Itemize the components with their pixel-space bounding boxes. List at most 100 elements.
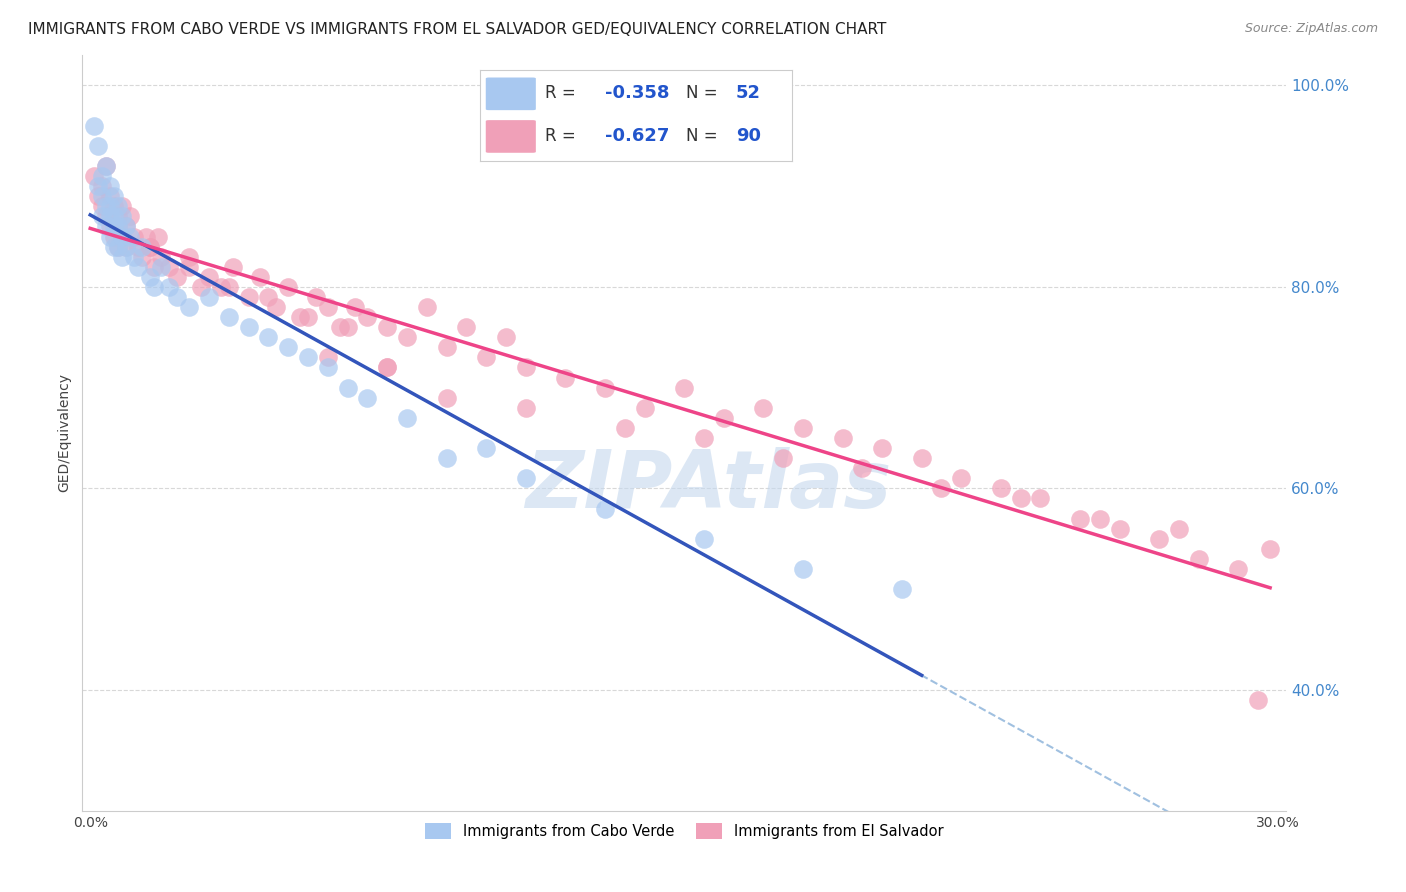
Point: [456, 320, 478, 334]
Point: [122, 229, 145, 244]
Point: [166, 290, 188, 304]
Text: ZIPAtlas: ZIPAtlas: [524, 447, 891, 524]
Point: [693, 532, 716, 546]
Point: [613, 421, 636, 435]
Point: [103, 199, 125, 213]
Point: [190, 280, 212, 294]
Point: [98, 199, 121, 213]
Point: [179, 260, 201, 274]
Point: [554, 370, 576, 384]
Point: [1258, 541, 1281, 556]
Point: [1247, 693, 1270, 707]
Point: [103, 219, 125, 234]
Point: [138, 269, 160, 284]
Point: [115, 239, 138, 253]
Point: [218, 310, 240, 325]
Point: [91, 179, 114, 194]
Point: [87, 138, 110, 153]
Point: [329, 320, 352, 334]
Point: [103, 239, 125, 253]
Point: [257, 290, 280, 304]
Point: [515, 360, 537, 375]
Point: [107, 239, 129, 253]
Point: [115, 219, 138, 234]
Point: [98, 179, 121, 194]
Point: [94, 219, 117, 234]
Point: [395, 410, 418, 425]
Point: [103, 229, 125, 244]
Point: [107, 219, 129, 234]
Point: [1168, 522, 1191, 536]
Point: [416, 300, 439, 314]
Point: [179, 300, 201, 314]
Point: [135, 229, 157, 244]
Point: [111, 199, 134, 213]
Point: [179, 250, 201, 264]
Point: [257, 330, 280, 344]
Point: [238, 320, 260, 334]
Point: [870, 441, 893, 455]
Point: [356, 310, 378, 325]
Point: [107, 239, 129, 253]
Point: [831, 431, 853, 445]
Point: [1010, 491, 1032, 506]
Point: [94, 210, 117, 224]
Point: [166, 269, 188, 284]
Point: [316, 300, 339, 314]
Point: [98, 219, 121, 234]
Point: [115, 219, 138, 234]
Point: [288, 310, 311, 325]
Point: [375, 320, 398, 334]
Point: [475, 441, 498, 455]
Point: [98, 229, 121, 244]
Point: [138, 239, 160, 253]
Point: [344, 300, 367, 314]
Point: [142, 280, 165, 294]
Point: [495, 330, 517, 344]
Text: IMMIGRANTS FROM CABO VERDE VS IMMIGRANTS FROM EL SALVADOR GED/EQUIVALENCY CORREL: IMMIGRANTS FROM CABO VERDE VS IMMIGRANTS…: [28, 22, 887, 37]
Point: [98, 210, 121, 224]
Point: [911, 451, 934, 466]
Legend: Immigrants from Cabo Verde, Immigrants from El Salvador: Immigrants from Cabo Verde, Immigrants f…: [419, 818, 949, 845]
Point: [198, 290, 221, 304]
Point: [1108, 522, 1130, 536]
Point: [336, 381, 359, 395]
Point: [103, 210, 125, 224]
Point: [91, 199, 114, 213]
Point: [851, 461, 873, 475]
Point: [83, 169, 105, 183]
Point: [198, 269, 221, 284]
Point: [266, 300, 288, 314]
Point: [593, 501, 616, 516]
Point: [83, 119, 105, 133]
Point: [87, 179, 110, 194]
Point: [150, 250, 173, 264]
Point: [277, 340, 299, 354]
Point: [931, 482, 953, 496]
Point: [98, 189, 121, 203]
Point: [111, 210, 134, 224]
Point: [107, 210, 129, 224]
Point: [111, 229, 134, 244]
Point: [297, 310, 319, 325]
Point: [94, 159, 117, 173]
Point: [209, 280, 232, 294]
Point: [890, 582, 912, 596]
Point: [693, 431, 716, 445]
Y-axis label: GED/Equivalency: GED/Equivalency: [58, 374, 72, 492]
Point: [316, 351, 339, 365]
Point: [752, 401, 775, 415]
Point: [118, 210, 141, 224]
Point: [111, 250, 134, 264]
Point: [1188, 552, 1211, 566]
Point: [792, 421, 814, 435]
Point: [950, 471, 973, 485]
Point: [375, 360, 398, 375]
Point: [127, 260, 149, 274]
Point: [336, 320, 359, 334]
Point: [316, 360, 339, 375]
Point: [111, 229, 134, 244]
Point: [94, 199, 117, 213]
Point: [118, 229, 141, 244]
Point: [249, 269, 271, 284]
